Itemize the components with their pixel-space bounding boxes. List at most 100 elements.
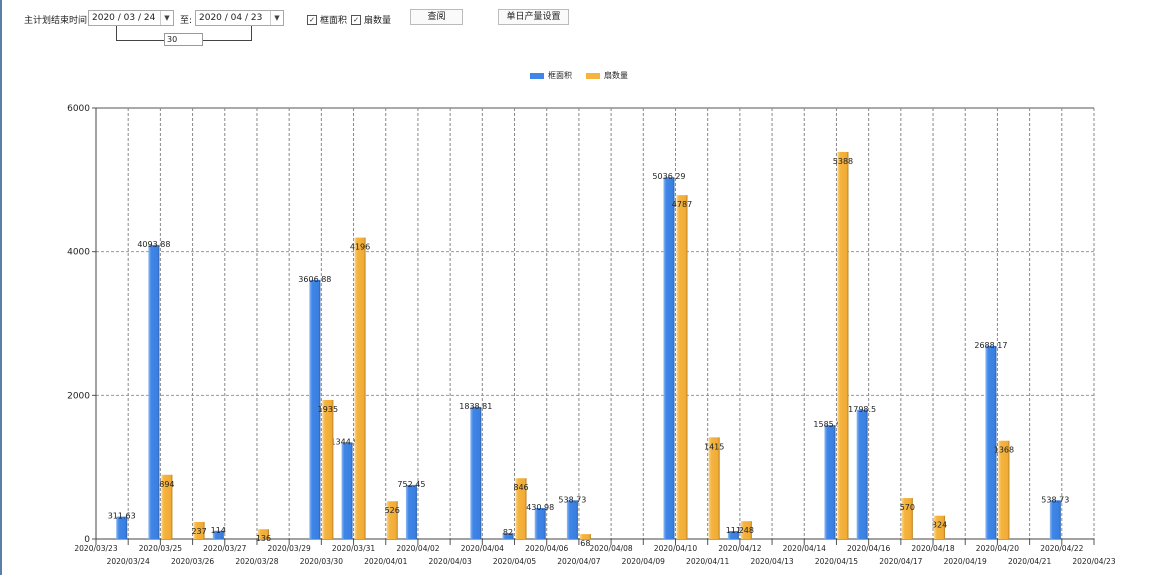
x-tick-label: 2020/03/27 [203, 544, 246, 553]
y-tick-label: 4000 [67, 248, 90, 258]
bar-count [193, 521, 205, 539]
x-tick-label: 2020/03/30 [300, 557, 343, 566]
chevron-down-icon[interactable]: ▼ [270, 11, 283, 25]
bar-area [341, 442, 353, 539]
data-label: 4196 [350, 243, 370, 252]
legend-swatch [586, 72, 600, 79]
checkbox-count-label: 扇数量 [364, 16, 392, 26]
data-label: 4787 [672, 200, 692, 209]
data-label: 570 [900, 503, 915, 512]
bar-count [998, 440, 1010, 539]
data-label: 114 [211, 526, 226, 535]
bar-area [405, 484, 417, 539]
bar-area [985, 345, 997, 539]
legend-label: 扇数量 [604, 71, 628, 80]
x-tick-label: 2020/03/26 [171, 557, 214, 566]
data-label: 1838.81 [459, 402, 492, 411]
start-date-picker[interactable]: 2020 / 03 / 24 ▼ [88, 10, 174, 26]
bar-area [470, 406, 482, 539]
x-tick-label: 2020/03/24 [107, 557, 150, 566]
x-tick-label: 2020/04/08 [589, 544, 632, 553]
data-label: 430.98 [526, 503, 554, 512]
data-label: 5388 [833, 157, 853, 166]
data-label: 136 [256, 534, 271, 543]
end-date-picker[interactable]: 2020 / 04 / 23 ▼ [195, 10, 284, 26]
bar-area [663, 177, 675, 539]
chart-legend: 框面积 扇数量 [530, 70, 628, 81]
bar-count [837, 151, 849, 539]
x-tick-label: 2020/04/13 [750, 557, 793, 566]
chevron-down-icon[interactable]: ▼ [160, 11, 173, 25]
data-label: 2688.17 [974, 341, 1007, 350]
data-label: 1368 [994, 446, 1014, 455]
bar-count [354, 237, 366, 539]
legend-item-count: 扇数量 [586, 70, 628, 81]
bar-area [116, 516, 128, 539]
x-tick-label: 2020/04/04 [461, 544, 504, 553]
checkbox-count[interactable]: ✓ 扇数量 [351, 13, 391, 26]
bar-area [824, 425, 836, 539]
y-tick-label: 6000 [67, 104, 90, 114]
legend-label: 框面积 [548, 71, 572, 80]
bar-area [502, 533, 514, 539]
x-tick-label: 2020/04/11 [686, 557, 729, 566]
x-tick-label: 2020/04/23 [1072, 557, 1115, 566]
data-label: 1935 [318, 405, 338, 414]
bar-area [309, 279, 321, 539]
bar-count [901, 498, 913, 539]
x-tick-label: 2020/04/15 [815, 557, 858, 566]
x-tick-label: 2020/03/28 [235, 557, 278, 566]
bar-area [212, 530, 224, 539]
y-tick-label: 2000 [67, 391, 90, 401]
x-tick-label: 2020/04/21 [1008, 557, 1051, 566]
to-label: 至: [180, 16, 193, 26]
data-label: 846 [513, 483, 528, 492]
data-label: 1344.95 [331, 437, 364, 446]
x-tick-label: 2020/04/06 [525, 544, 568, 553]
data-label: 68 [580, 539, 590, 548]
bar-count [161, 474, 173, 539]
checkbox-checked-icon[interactable]: ✓ [307, 14, 317, 25]
x-tick-label: 2020/04/12 [718, 544, 761, 553]
data-label: 1585.96 [813, 420, 846, 429]
data-label: 5036.29 [652, 172, 685, 181]
end-date-value: 2020 / 04 / 23 [199, 13, 263, 23]
days-field[interactable]: 30 [164, 33, 203, 46]
bar-count [676, 195, 688, 539]
x-tick-label: 2020/04/22 [1040, 544, 1083, 553]
bar-count [386, 501, 398, 539]
daily-output-settings-button[interactable]: 单日产量设置 [498, 9, 569, 25]
bar-area [566, 500, 578, 539]
data-label: 82 [503, 528, 513, 537]
data-label: 111 [726, 526, 741, 535]
x-tick-label: 2020/04/14 [783, 544, 826, 553]
bar-area [148, 244, 160, 539]
x-tick-label: 2020/04/16 [847, 544, 890, 553]
data-label: 1415 [704, 442, 724, 451]
query-button[interactable]: 查阅 [410, 9, 463, 25]
checkbox-area-label: 框面积 [320, 16, 348, 26]
x-tick-label: 2020/04/20 [976, 544, 1019, 553]
end-time-label: 主计划结束时间: [24, 16, 91, 26]
bar-area [534, 508, 546, 539]
data-label: 1798.5 [848, 405, 876, 414]
x-tick-label: 2020/03/29 [268, 544, 311, 553]
checkbox-area[interactable]: ✓ 框面积 [307, 13, 347, 26]
bar-count [515, 478, 527, 539]
data-label: 237 [191, 527, 206, 536]
data-label: 894 [159, 480, 174, 489]
window-edge [0, 0, 2, 575]
y-tick-label: 0 [84, 535, 90, 545]
data-label: 752.45 [397, 480, 425, 489]
x-tick-label: 2020/04/10 [654, 544, 697, 553]
data-label: 538.73 [1041, 495, 1069, 504]
data-label: 538.73 [558, 495, 586, 504]
bar-count [257, 529, 269, 539]
data-label: 248 [739, 526, 754, 535]
x-tick-label: 2020/04/19 [944, 557, 987, 566]
data-label: 4093.88 [137, 240, 170, 249]
bar-count [934, 515, 946, 539]
checkbox-checked-icon[interactable]: ✓ [351, 14, 361, 25]
bar-area [856, 409, 868, 539]
